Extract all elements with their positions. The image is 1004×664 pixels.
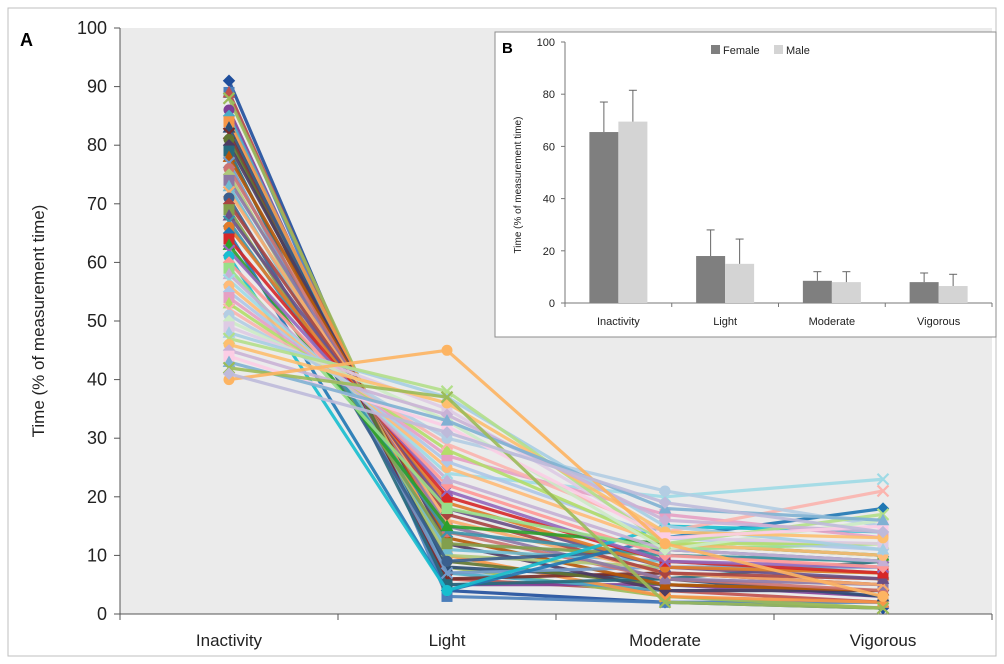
panel-b-y-tick-label: 60 xyxy=(543,141,555,153)
panel-a-data-point xyxy=(441,503,453,515)
panel-b-bar-female xyxy=(589,132,619,303)
panel-a-series-line xyxy=(228,372,884,534)
panel-a-data-point xyxy=(658,496,672,509)
panel-b-y-axis-label: Time (% of measurement time) xyxy=(513,117,524,254)
panel-a-data-point xyxy=(658,596,672,609)
panel-b-inset: B Time (% of measurement time) 0 20 40 60 80… xyxy=(494,31,997,338)
panel-a-data-point xyxy=(440,426,454,439)
panel-b-y-tick-label: 20 xyxy=(543,246,555,258)
panel-b-x-tick-label: Light xyxy=(713,316,737,328)
panel-b-bar-male xyxy=(618,121,648,303)
panel-a-x-tick-label: Inactivity xyxy=(196,631,263,650)
panel-a-x-tick-label: Light xyxy=(429,631,466,650)
panel-b-x-tick-label: Vigorous xyxy=(917,316,961,328)
panel-a-x-tick-label: Vigorous xyxy=(850,631,917,650)
panel-b-x-tick-label: Inactivity xyxy=(597,316,640,328)
panel-b-y-tick-label: 80 xyxy=(543,89,555,101)
panel-a-data-point xyxy=(876,525,890,539)
panel-a-y-tick-label: 30 xyxy=(87,428,107,448)
panel-a-y-tick-label: 60 xyxy=(87,252,107,272)
panel-b-bar-male xyxy=(831,282,861,303)
panel-a-series-line xyxy=(227,191,884,587)
panel-a-series-line xyxy=(228,360,884,522)
panel-a-series-line xyxy=(228,325,884,546)
panel-a-x-tick-label: Moderate xyxy=(629,631,701,650)
panel-a-data-point xyxy=(658,514,672,527)
panel-a-data-point xyxy=(440,414,454,426)
panel-a-data-point xyxy=(440,390,454,404)
panel-a-y-tick-label: 70 xyxy=(87,194,107,214)
panel-a-series-line xyxy=(228,348,884,598)
legend-label-female: Female xyxy=(723,45,760,57)
panel-a-data-point xyxy=(440,519,454,532)
legend-swatch-female xyxy=(711,45,720,54)
legend-label-male: Male xyxy=(786,45,810,57)
panel-a-series-line xyxy=(227,267,884,552)
legend-swatch-male xyxy=(774,45,783,54)
panel-b-legend: Female Male xyxy=(711,45,810,57)
panel-a-data-point xyxy=(876,601,890,615)
panel-a-series-line xyxy=(228,366,884,610)
panel-a-data-point xyxy=(441,555,453,567)
panel-a-data-point xyxy=(876,472,890,486)
panel-b-y-tick-label: 100 xyxy=(537,37,555,49)
panel-b-bar-male xyxy=(725,263,755,303)
panel-b-bar-male xyxy=(938,286,968,303)
panel-a-axes: 0 10 20 30 40 50 60 70 80 90 100 Inactivity Light Mod… xyxy=(77,18,993,650)
panel-a-y-tick-label: 0 xyxy=(97,604,107,624)
panel-a-data-point xyxy=(441,538,453,550)
panel-a-data-point xyxy=(222,367,236,380)
panel-a-data-point xyxy=(659,485,671,497)
panel-a-y-tick-label: 40 xyxy=(87,370,107,390)
panel-b-y-tick-label: 40 xyxy=(543,194,555,206)
panel-a-data-point xyxy=(876,543,890,555)
panel-a-data-point xyxy=(876,513,890,526)
panel-a-data-point xyxy=(222,92,236,105)
panel-b-bar-female xyxy=(909,282,939,303)
panel-a-y-tick-label: 10 xyxy=(87,545,107,565)
panel-a-y-tick-label: 100 xyxy=(77,18,107,38)
panel-a-data-point xyxy=(441,344,453,356)
panel-b-bar-female xyxy=(802,280,832,303)
panel-a-series-line xyxy=(227,214,884,581)
panel-a-series xyxy=(222,74,890,615)
panel-a-data-point xyxy=(441,585,453,597)
panel-b-label: B xyxy=(502,40,513,57)
panel-a-series-line xyxy=(227,179,884,587)
panel-a-series-line xyxy=(227,232,884,593)
panel-a-y-tick-label: 20 xyxy=(87,487,107,507)
panel-a-y-tick-label: 90 xyxy=(87,77,107,97)
panel-a-data-point xyxy=(440,472,454,485)
panel-a-data-point xyxy=(440,443,454,455)
panel-a-data-point xyxy=(876,484,890,498)
panel-a-label: A xyxy=(20,30,33,50)
panel-a-data-point xyxy=(440,566,454,580)
panel-b-x-tick-label: Moderate xyxy=(809,316,855,328)
panel-b-bar-female xyxy=(696,256,726,303)
panel-b-y-tick-label: 0 xyxy=(549,298,555,310)
panel-b-bars xyxy=(589,89,968,303)
panel-a-y-axis-label: Time (% of measurement time) xyxy=(29,205,48,438)
panel-a-y-tick-label: 50 xyxy=(87,311,107,331)
panel-a-data-point xyxy=(659,538,671,550)
panel-a-y-tick-label: 80 xyxy=(87,135,107,155)
panel-a-data-point xyxy=(877,590,889,602)
